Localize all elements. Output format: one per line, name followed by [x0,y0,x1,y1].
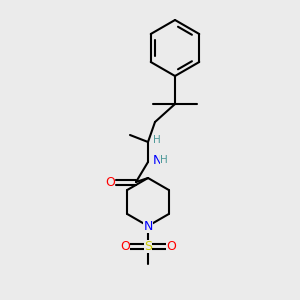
Text: O: O [105,176,115,188]
Text: O: O [166,239,176,253]
Text: H: H [153,135,161,145]
Text: N: N [143,220,153,232]
Text: O: O [120,239,130,253]
Text: H: H [160,155,168,165]
Text: N: N [153,154,162,166]
Text: S: S [144,239,152,253]
